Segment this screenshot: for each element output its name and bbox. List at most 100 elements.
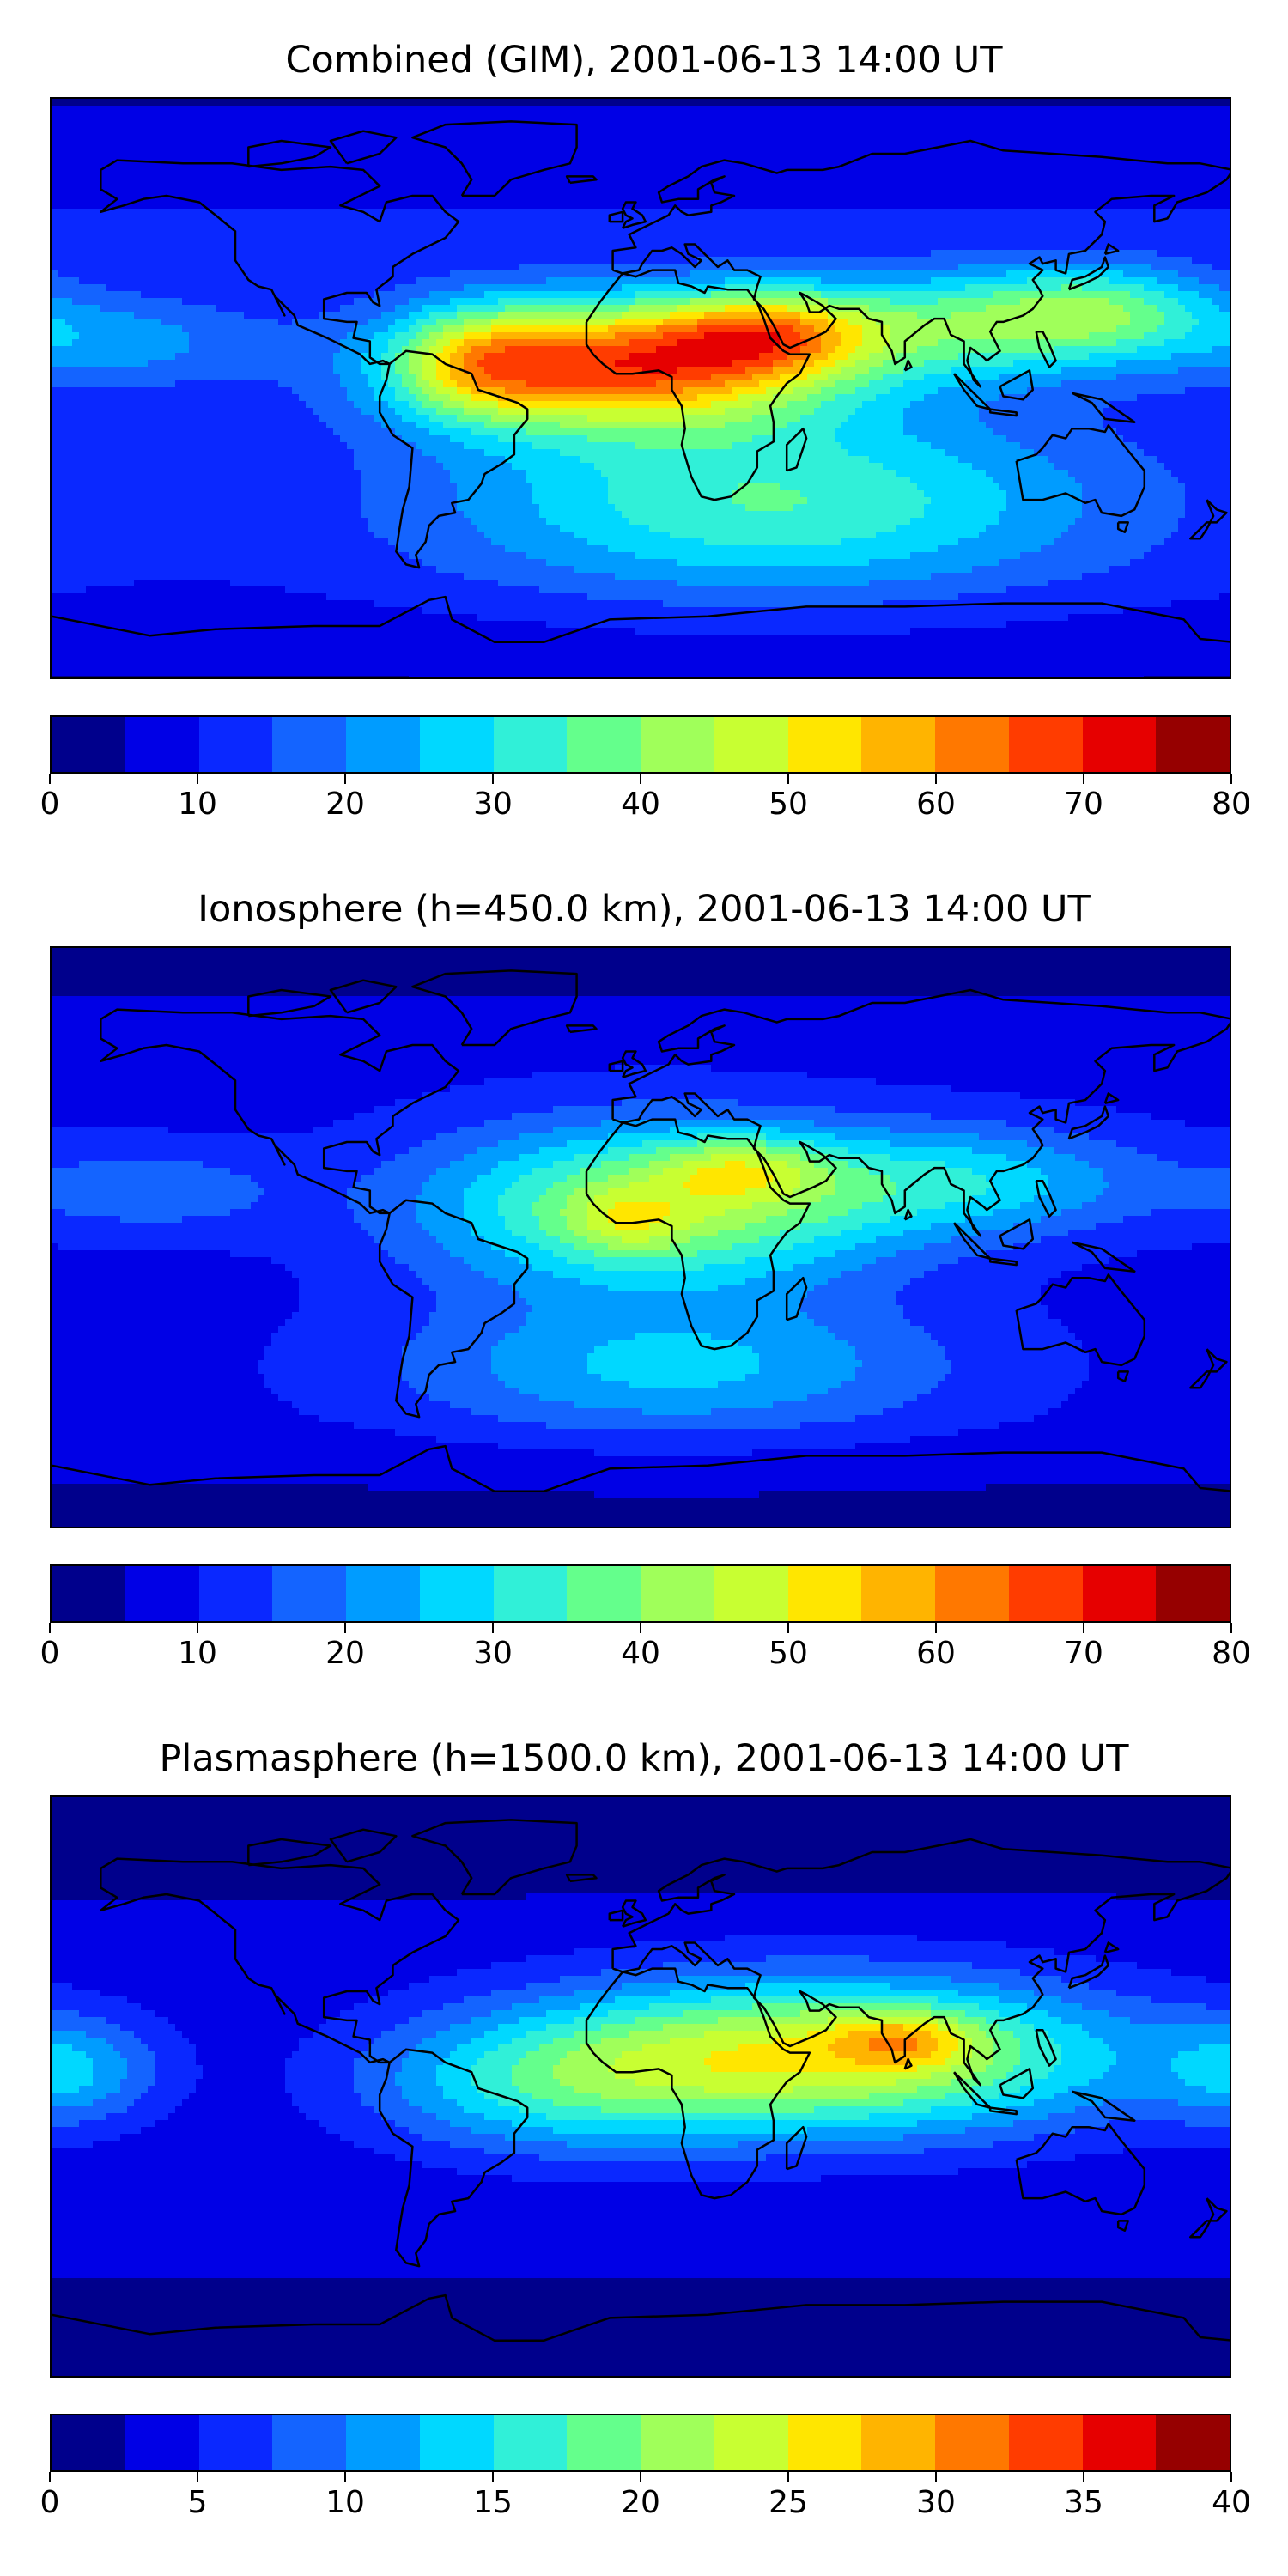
coastline-0	[100, 1008, 460, 1215]
colorbar-tick-label: 20	[325, 787, 365, 822]
coastline-3	[611, 139, 1230, 388]
colorbar-segment	[272, 717, 346, 772]
coastline-9	[329, 130, 398, 165]
coastline-20	[785, 427, 808, 472]
coastline-4	[621, 1050, 647, 1078]
colorbar-tick-label: 15	[473, 2486, 513, 2520]
coastline-2	[585, 1967, 811, 2200]
colorbar-tick-label: 0	[40, 787, 60, 822]
coastline-0	[100, 159, 460, 366]
colorbar-segment	[493, 1566, 568, 1621]
coastline-17	[1035, 330, 1057, 368]
panel-2-title: Ionosphere (h=450.0 km), 2001-06-13 14:0…	[0, 887, 1288, 932]
colorbar-tick-label: 80	[1212, 787, 1251, 822]
colorbar-tick-label: 60	[916, 1637, 956, 1671]
coastline-12	[1189, 1348, 1228, 1389]
colorbar-segment	[567, 1566, 641, 1621]
colorbar-segment	[787, 2415, 862, 2470]
colorbar-tick-label: 20	[325, 1637, 365, 1671]
colorbar-segment	[52, 1566, 125, 1621]
colorbar-segment	[346, 717, 420, 772]
colorbar-tick-label: 80	[1212, 1637, 1251, 1671]
coastline-14	[988, 408, 1018, 417]
coastline-8	[247, 1838, 332, 1867]
coastline-4	[621, 1899, 647, 1928]
coastline-5	[608, 1060, 624, 1072]
colorbar-segment	[787, 1566, 862, 1621]
colorbar-segment	[641, 1566, 714, 1621]
coastline-6	[565, 175, 598, 185]
colorbar-segment	[714, 717, 788, 772]
coastline-12	[1189, 499, 1228, 540]
panel-2-colorbar	[50, 1564, 1231, 1623]
coastline-17	[1035, 1179, 1057, 1218]
colorbar-segment	[419, 1566, 494, 1621]
panel-1-colorbar	[50, 715, 1231, 774]
coastline-1	[378, 2048, 529, 2268]
panel-2-map	[50, 946, 1231, 1528]
coastline-2	[585, 269, 811, 501]
colorbar-tick-label: 60	[916, 787, 956, 822]
colorbar-tick-label: 70	[1064, 1637, 1103, 1671]
colorbar-tick-label: 5	[188, 2486, 208, 2520]
panel-2-contour-map	[52, 948, 1230, 1527]
panel-3-colorbar	[50, 2414, 1231, 2472]
panel-3-map	[50, 1795, 1231, 2378]
coastline-11	[1116, 1370, 1129, 1382]
coastline-3	[611, 1838, 1230, 2087]
colorbar-tick-label: 30	[473, 1637, 513, 1671]
coastline-1	[378, 1199, 529, 1419]
coastline-17	[1035, 2028, 1057, 2067]
colorbar-tick-label: 10	[178, 787, 217, 822]
coastline-16	[1072, 2090, 1136, 2122]
colorbar-tick-label: 50	[769, 787, 808, 822]
colorbar-segment	[346, 1566, 420, 1621]
coastline-19	[1103, 1092, 1120, 1105]
coastline-22	[52, 1444, 1230, 1493]
coastline-20	[785, 1276, 808, 1321]
coastline-10	[1015, 1273, 1146, 1367]
coastline-4	[621, 201, 647, 229]
colorbar-tick-label: 40	[621, 787, 660, 822]
colorbar-segment	[52, 717, 125, 772]
colorbar-segment	[1156, 717, 1230, 772]
coastline-21	[903, 2057, 913, 2070]
coastline-6	[565, 1874, 598, 1883]
coastline-19	[1103, 1941, 1120, 1954]
colorbar-segment	[125, 2415, 199, 2470]
coastline-18	[1067, 1954, 1110, 1990]
colorbar-segment	[1008, 2415, 1083, 2470]
coastline-16	[1072, 392, 1136, 423]
colorbar-segment	[1082, 2415, 1157, 2470]
colorbar-segment	[935, 2415, 1009, 2470]
panel-1-title: Combined (GIM), 2001-06-13 14:00 UT	[0, 38, 1288, 82]
coastline-8	[247, 139, 332, 168]
colorbar-segment	[1008, 1566, 1083, 1621]
colorbar-segment	[787, 717, 862, 772]
coastline-19	[1103, 243, 1120, 256]
colorbar-segment	[419, 717, 494, 772]
colorbar-tick-label: 20	[621, 2486, 660, 2520]
colorbar-tick-label: 0	[40, 1637, 60, 1671]
coastline-13	[953, 1222, 992, 1260]
colorbar-tick-label: 70	[1064, 787, 1103, 822]
colorbar-segment	[419, 2415, 494, 2470]
colorbar-segment	[935, 1566, 1009, 1621]
coastline-15	[999, 369, 1035, 401]
colorbar-segment	[641, 717, 714, 772]
colorbar-segment	[272, 2415, 346, 2470]
colorbar-tick-label: 40	[1212, 2486, 1251, 2520]
panel-1-map	[50, 97, 1231, 679]
coastline-11	[1116, 2220, 1129, 2232]
coastline-0	[100, 1857, 460, 2064]
coastline-7	[411, 969, 578, 1047]
coastline-18	[1067, 256, 1110, 291]
colorbar-segment	[1008, 717, 1083, 772]
coastline-21	[903, 1208, 913, 1221]
coastline-10	[1015, 424, 1146, 518]
colorbar-segment	[1156, 1566, 1230, 1621]
coastline-9	[329, 1828, 398, 1863]
colorbar-tick-label: 25	[769, 2486, 808, 2520]
coastline-7	[411, 120, 578, 197]
colorbar-tick-label: 35	[1064, 2486, 1103, 2520]
